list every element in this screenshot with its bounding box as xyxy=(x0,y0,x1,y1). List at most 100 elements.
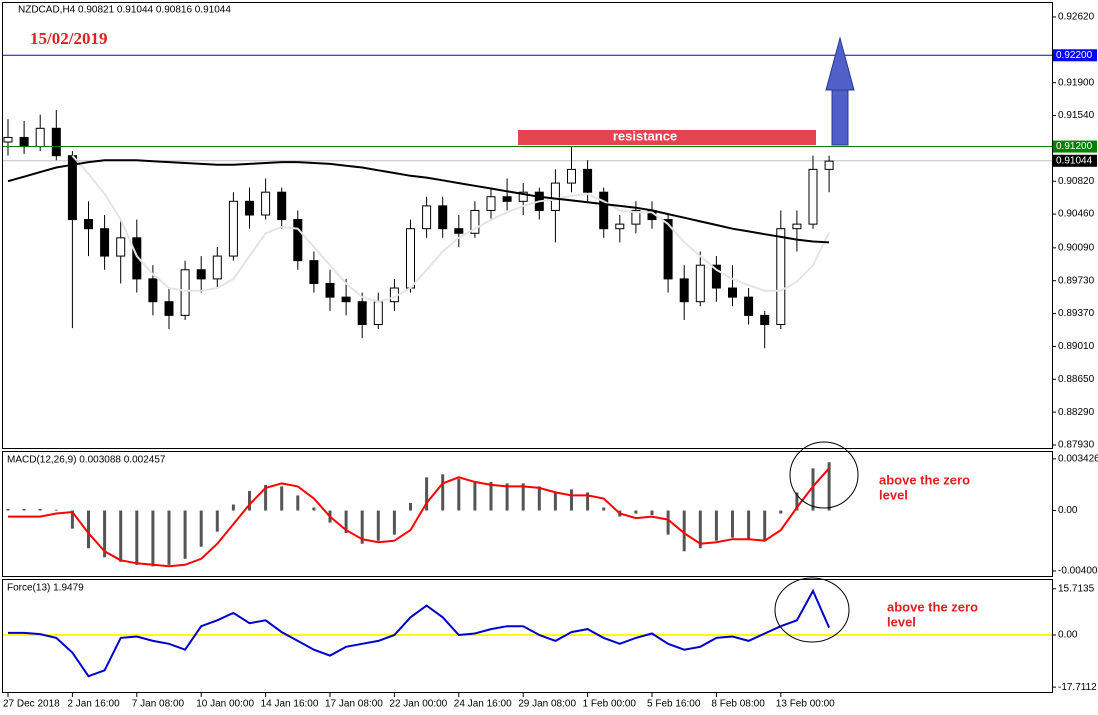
candle-body xyxy=(196,269,206,280)
line-series xyxy=(7,159,830,244)
candle-body xyxy=(776,228,786,326)
candle-body xyxy=(631,209,641,225)
histogram-bar xyxy=(795,492,799,511)
x-tick-label: 24 Jan 16:00 xyxy=(454,699,512,710)
histogram-bar xyxy=(650,510,654,516)
histogram-bar xyxy=(119,510,123,562)
macd-note: level xyxy=(879,487,908,502)
x-tick-label: 5 Feb 16:00 xyxy=(647,699,701,710)
candle-body xyxy=(808,168,818,225)
candle-body xyxy=(164,301,174,316)
histogram-bar xyxy=(87,510,90,549)
candle-body xyxy=(100,228,110,257)
histogram-bar xyxy=(602,507,606,511)
histogram-bar xyxy=(392,510,396,535)
histogram-bar xyxy=(714,510,718,541)
histogram-bar xyxy=(763,510,767,541)
histogram-bar xyxy=(537,486,541,511)
candle-body xyxy=(470,209,480,234)
x-tick-label: 27 Dec 2018 xyxy=(3,699,60,710)
y-tick-label: 0.003426 xyxy=(1058,453,1098,464)
level-label: 0.91200 xyxy=(1056,141,1093,152)
histogram-bar xyxy=(231,504,235,511)
histogram-bar xyxy=(409,502,412,511)
candle-body xyxy=(454,228,464,234)
resistance-label: resistance xyxy=(613,128,677,143)
histogram-bar xyxy=(441,474,445,511)
macd-panel xyxy=(2,451,1053,577)
candle-body xyxy=(679,278,689,303)
line-series xyxy=(8,588,831,678)
candle-body xyxy=(116,237,126,257)
candle-body xyxy=(261,191,271,216)
candle-body xyxy=(245,200,254,216)
histogram-bar xyxy=(22,509,26,511)
y-tick-label: 0.89010 xyxy=(1058,341,1095,352)
histogram-bar xyxy=(70,510,74,529)
candle-body xyxy=(51,127,61,157)
y-tick-label: 0.91900 xyxy=(1058,77,1095,88)
x-tick-label: 22 Jan 00:00 xyxy=(389,699,447,710)
candle-body xyxy=(67,155,77,221)
candle-body xyxy=(760,314,770,326)
x-tick-label: 14 Jan 16:00 xyxy=(261,699,319,710)
highlight-circle xyxy=(774,577,850,643)
histogram-bar xyxy=(698,510,702,549)
histogram-bar xyxy=(505,483,509,511)
candle-body xyxy=(615,223,625,230)
histogram-bar xyxy=(344,510,348,534)
histogram-bar xyxy=(54,509,58,511)
level-label-box xyxy=(1053,49,1097,62)
histogram-bar xyxy=(586,492,590,511)
y-tick-label: 0.00 xyxy=(1058,630,1078,641)
histogram-bar xyxy=(151,510,155,567)
y-tick-label: 0.92620 xyxy=(1058,12,1095,23)
histogram-bar xyxy=(731,510,734,538)
histogram-bar xyxy=(183,510,187,559)
candle-body xyxy=(792,223,802,230)
candle-body xyxy=(502,196,512,202)
candle-body xyxy=(132,237,142,280)
line-series xyxy=(8,467,830,568)
x-tick-label: 2 Jan 16:00 xyxy=(67,699,120,710)
histogram-bar xyxy=(360,510,364,544)
x-tick-label: 10 Jan 00:00 xyxy=(196,699,254,710)
histogram-bar xyxy=(457,478,461,511)
up-arrow xyxy=(825,36,855,146)
candle-body xyxy=(550,182,560,211)
candle-body xyxy=(695,264,705,303)
y-tick-label: 0.00 xyxy=(1058,505,1078,516)
histogram-bar xyxy=(521,483,525,511)
histogram-bar xyxy=(666,510,670,535)
y-tick-label: 15.7135 xyxy=(1058,583,1095,594)
x-tick-label: 17 Jan 08:00 xyxy=(325,699,383,710)
candle-body xyxy=(824,160,834,170)
histogram-bar xyxy=(779,510,783,514)
y-tick-label: 0.89370 xyxy=(1058,308,1095,319)
y-tick-label: 0.90090 xyxy=(1058,243,1095,254)
candle-body xyxy=(422,205,432,230)
level-label-box xyxy=(1053,140,1097,153)
candle-body xyxy=(309,260,319,284)
level-label: 0.91044 xyxy=(1056,155,1093,166)
y-tick-label: 0.88650 xyxy=(1058,374,1095,385)
x-tick-label: 8 Feb 08:00 xyxy=(711,699,765,710)
candle-body xyxy=(277,191,287,221)
x-tick-label: 1 Feb 00:00 xyxy=(583,699,637,710)
x-tick-label: 7 Jan 08:00 xyxy=(132,699,185,710)
histogram-bar xyxy=(553,492,557,511)
candle-body xyxy=(3,136,13,143)
histogram-bar xyxy=(135,510,139,565)
macd-note: above the zero xyxy=(879,472,970,487)
histogram-bar xyxy=(38,509,42,511)
histogram-bar xyxy=(747,510,751,540)
candle-body xyxy=(728,287,737,298)
candle-body xyxy=(599,191,609,230)
candle-body xyxy=(663,219,673,280)
histogram-bar xyxy=(682,510,686,552)
chart-title: NZDCAD,H4 0.90821 0.91044 0.90816 0.9104… xyxy=(18,5,231,16)
histogram-bar xyxy=(199,510,203,547)
candle-body xyxy=(373,301,383,326)
candle-body xyxy=(341,296,351,303)
y-tick-label: 0.90460 xyxy=(1058,209,1095,220)
